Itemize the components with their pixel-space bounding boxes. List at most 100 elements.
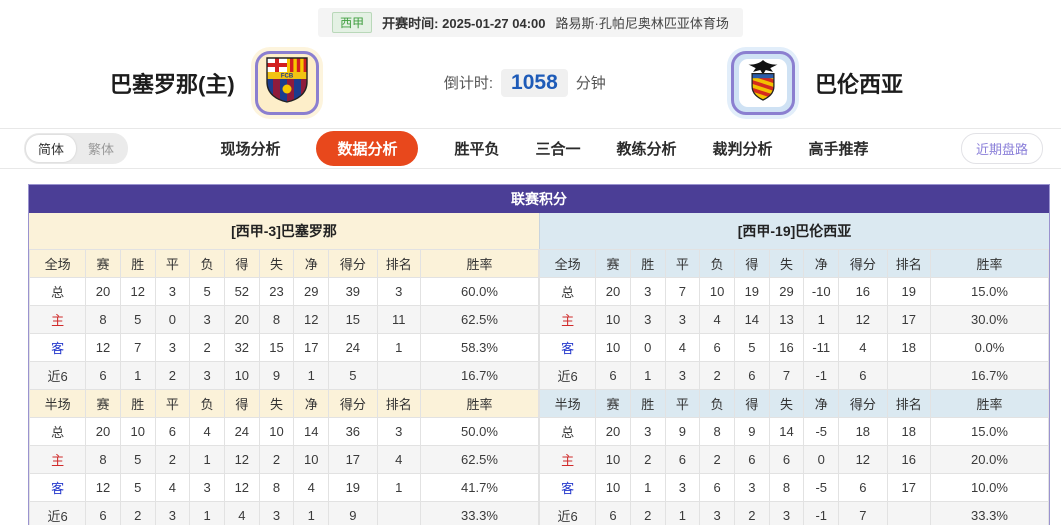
stat-cell: 9: [328, 501, 378, 525]
stat-cell: 3: [154, 501, 191, 525]
column-header: 排名: [886, 389, 931, 418]
tab-2[interactable]: 胜平负: [454, 141, 500, 158]
stat-cell: 6: [699, 333, 735, 362]
tab-1[interactable]: 数据分析: [316, 131, 419, 166]
column-header: 负: [189, 389, 225, 418]
table-row: 近6 6 2 3 1 4 3 1 9 33.3%: [28, 501, 540, 525]
table-row: 主 8 5 0 3 20 8 12 15 11 62.5%: [28, 305, 540, 334]
away-table-header: [西甲-19]巴伦西亚: [539, 213, 1049, 249]
column-header: 胜: [629, 389, 666, 418]
column-header: 平: [664, 389, 701, 418]
stat-cell: 33.3%: [419, 501, 540, 525]
home-team-badge: FCB: [254, 50, 319, 115]
home-team: 巴塞罗那(主) FCB: [110, 50, 319, 115]
stat-cell: 16.7%: [419, 361, 540, 390]
venue-name: 路易斯·孔帕尼奥林匹亚体育场: [555, 16, 729, 31]
stat-cell: 3: [629, 277, 666, 306]
stat-cell: -10: [803, 277, 840, 306]
stat-cell: 9: [664, 417, 701, 446]
stat-cell: 5: [119, 305, 156, 334]
column-header: 负: [699, 389, 735, 418]
stat-cell: 15.0%: [929, 277, 1050, 306]
stat-cell: 2: [629, 445, 666, 474]
stat-cell: 62.5%: [419, 305, 540, 334]
column-header: 失: [258, 249, 295, 278]
column-header: 胜率: [929, 389, 1050, 418]
stat-cell: 32: [223, 333, 260, 362]
league-badge: 西甲: [332, 12, 373, 33]
stat-cell: 12: [223, 473, 260, 502]
column-header: 得: [223, 249, 260, 278]
stat-cell: 16: [768, 333, 805, 362]
stat-cell: 9: [258, 361, 295, 390]
stat-cell: 20: [595, 417, 631, 446]
stat-cell: [376, 501, 421, 525]
recent-odds-button[interactable]: 近期盘路: [960, 133, 1043, 164]
stat-cell: 4: [154, 473, 191, 502]
column-header: 得: [733, 249, 770, 278]
stat-cell: 3: [768, 501, 805, 525]
stat-cell: 1: [119, 361, 156, 390]
stat-cell: [376, 361, 421, 390]
stat-cell: 6: [85, 501, 121, 525]
away-team-badge: [730, 50, 795, 115]
table-row: 主 10 3 3 4 14 13 1 12 17 30.0%: [538, 305, 1050, 334]
home-stats-table: 全场赛胜平负得失净得分 排名 胜率总 20 12 3 5 52 23 29 39 3 60.0% 主 8 5 0…: [28, 249, 540, 525]
row-label: 客: [538, 473, 597, 502]
stat-cell: 36: [328, 417, 378, 446]
stat-cell: 12: [85, 333, 121, 362]
stat-cell: 6: [595, 361, 631, 390]
stat-cell: 3: [154, 277, 191, 306]
column-header: 得分: [838, 249, 888, 278]
stat-cell: 2: [154, 445, 191, 474]
table-row: 主 10 2 6 2 6 6 0 12 16 20.0%: [538, 445, 1050, 474]
svg-text:FCB: FCB: [280, 74, 293, 80]
stat-cell: 1: [293, 501, 330, 525]
table-row: 客 10 0 4 6 5 16 -11 4 18 0.0%: [538, 333, 1050, 362]
traditional-chinese-button[interactable]: 繁体: [88, 142, 115, 157]
stat-cell: -1: [803, 361, 840, 390]
row-label: 总: [28, 417, 87, 446]
stat-cell: 12: [223, 445, 260, 474]
stat-cell: 24: [328, 333, 378, 362]
top-info-bar: 西甲 开赛时间: 2025-01-27 04:00 路易斯·孔帕尼奥林匹亚体育场: [0, 0, 1061, 37]
stat-cell: 16: [838, 277, 888, 306]
tab-4[interactable]: 教练分析: [616, 141, 677, 158]
column-header: 失: [768, 389, 805, 418]
tab-0[interactable]: 现场分析: [220, 141, 281, 158]
column-header: 全场: [28, 249, 87, 278]
stat-cell: 6: [733, 445, 770, 474]
stat-cell: 15: [258, 333, 295, 362]
column-header: 胜率: [419, 389, 540, 418]
row-label: 总: [28, 277, 87, 306]
stat-cell: 8: [258, 473, 295, 502]
stat-cell: -1: [803, 501, 840, 525]
tab-5[interactable]: 裁判分析: [712, 141, 773, 158]
tab-3[interactable]: 三合一: [535, 141, 581, 158]
home-team-name: 巴塞罗那(主): [110, 71, 235, 97]
tab-6[interactable]: 高手推荐: [808, 141, 869, 158]
stat-cell: 8: [85, 445, 121, 474]
table-row: 总 20 10 6 4 24 10 14 36 3 50.0%: [28, 417, 540, 446]
countdown-label: 倒计时:: [443, 75, 494, 92]
column-header: 平: [664, 249, 701, 278]
table-row: 主 8 5 2 1 12 2 10 17 4 62.5%: [28, 445, 540, 474]
simplified-chinese-button[interactable]: 简体: [26, 135, 77, 162]
stat-cell: 3: [189, 305, 225, 334]
tab-bar: 简体 繁体 现场分析 数据分析 胜平负 三合一 教练分析 裁判分析 高手推荐 近期盘路: [0, 128, 1061, 169]
table-row: 客 10 1 3 6 3 8 -5 6 17 10.0%: [538, 473, 1050, 502]
column-header: 排名: [376, 249, 421, 278]
match-header: 巴塞罗那(主) FCB: [0, 37, 1061, 128]
stat-cell: 20: [595, 277, 631, 306]
stat-cell: 10: [595, 305, 631, 334]
table-row: 客 12 7 3 2 32 15 17 24 1 58.3%: [28, 333, 540, 362]
row-label: 主: [538, 445, 597, 474]
stat-cell: 3: [258, 501, 295, 525]
stat-cell: 3: [154, 333, 191, 362]
column-header: 胜率: [419, 249, 540, 278]
column-header: 得: [223, 389, 260, 418]
row-label: 近6: [538, 501, 597, 525]
stat-cell: 2: [189, 333, 225, 362]
stat-cell: 10: [258, 417, 295, 446]
